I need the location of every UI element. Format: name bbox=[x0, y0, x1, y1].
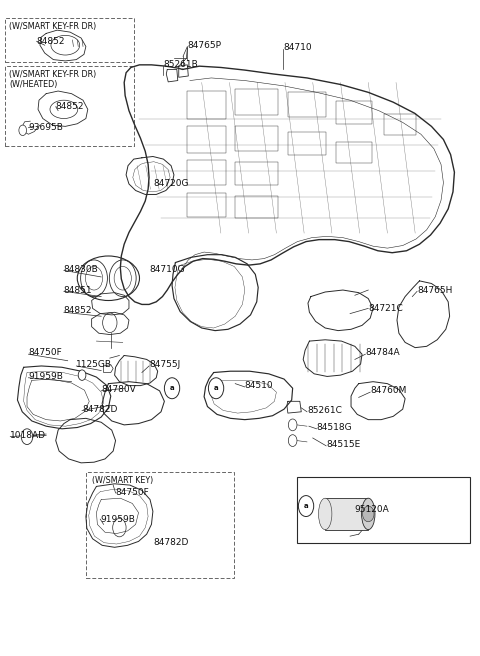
Circle shape bbox=[299, 495, 314, 516]
Text: 91959B: 91959B bbox=[28, 372, 63, 381]
Text: a: a bbox=[170, 385, 174, 391]
Text: 84784A: 84784A bbox=[365, 348, 400, 358]
Circle shape bbox=[208, 378, 224, 399]
Text: (W/SMART KEY-FR DR): (W/SMART KEY-FR DR) bbox=[9, 22, 96, 31]
Text: 84852: 84852 bbox=[36, 37, 65, 46]
Bar bbox=[336, 101, 372, 124]
Text: 84765H: 84765H bbox=[417, 285, 453, 295]
Circle shape bbox=[21, 429, 33, 445]
Bar bbox=[4, 66, 134, 146]
Text: 84830B: 84830B bbox=[64, 264, 98, 274]
Text: (W/SMART KEY-FR DR)
(W/HEATED): (W/SMART KEY-FR DR) (W/HEATED) bbox=[9, 70, 96, 89]
Bar bbox=[336, 142, 372, 163]
Circle shape bbox=[362, 506, 374, 522]
Bar bbox=[187, 161, 226, 185]
Text: 84750F: 84750F bbox=[116, 489, 149, 497]
Bar bbox=[235, 162, 278, 185]
Text: 84720G: 84720G bbox=[154, 180, 189, 188]
Ellipse shape bbox=[361, 498, 375, 529]
Bar bbox=[187, 91, 226, 119]
Bar bbox=[235, 195, 278, 218]
Text: (W/SMART KEY): (W/SMART KEY) bbox=[92, 476, 153, 485]
Bar bbox=[298, 478, 470, 543]
Text: 91959B: 91959B bbox=[100, 515, 135, 523]
Text: 1018AD: 1018AD bbox=[10, 431, 46, 440]
Circle shape bbox=[288, 435, 297, 447]
Text: 84851: 84851 bbox=[64, 285, 93, 295]
Text: 84518G: 84518G bbox=[317, 423, 352, 432]
Bar bbox=[235, 89, 278, 115]
Text: 84755J: 84755J bbox=[149, 360, 180, 369]
Text: 84750F: 84750F bbox=[28, 348, 62, 358]
Bar bbox=[86, 472, 234, 578]
Text: 84760M: 84760M bbox=[370, 386, 407, 396]
Text: 84510: 84510 bbox=[245, 381, 274, 390]
Text: 85261B: 85261B bbox=[163, 60, 198, 70]
Circle shape bbox=[288, 419, 297, 431]
Text: 84515E: 84515E bbox=[326, 440, 360, 449]
Bar bbox=[384, 114, 416, 135]
Text: a: a bbox=[214, 385, 218, 391]
Circle shape bbox=[164, 378, 180, 399]
Text: 84782D: 84782D bbox=[153, 538, 188, 547]
Bar bbox=[325, 498, 368, 529]
Text: 84765P: 84765P bbox=[187, 41, 221, 50]
Text: 84710G: 84710G bbox=[149, 264, 185, 274]
Text: 1125GB: 1125GB bbox=[76, 360, 112, 369]
Text: 93695B: 93695B bbox=[28, 123, 63, 133]
Bar bbox=[187, 127, 226, 153]
Text: 84710: 84710 bbox=[283, 43, 312, 52]
Text: 84782D: 84782D bbox=[82, 405, 118, 414]
Bar bbox=[288, 92, 326, 117]
Bar bbox=[288, 132, 326, 155]
Text: 84721C: 84721C bbox=[368, 304, 403, 313]
Bar bbox=[235, 127, 278, 152]
Bar bbox=[187, 193, 226, 216]
Circle shape bbox=[19, 125, 26, 136]
Circle shape bbox=[78, 370, 86, 380]
Bar bbox=[4, 18, 134, 62]
Text: 84852: 84852 bbox=[56, 102, 84, 112]
Text: 85261C: 85261C bbox=[307, 406, 342, 415]
Text: a: a bbox=[304, 503, 308, 509]
Text: 84780V: 84780V bbox=[101, 385, 136, 394]
Text: 95120A: 95120A bbox=[355, 506, 390, 514]
Text: 84852: 84852 bbox=[64, 306, 92, 316]
Ellipse shape bbox=[319, 498, 332, 529]
